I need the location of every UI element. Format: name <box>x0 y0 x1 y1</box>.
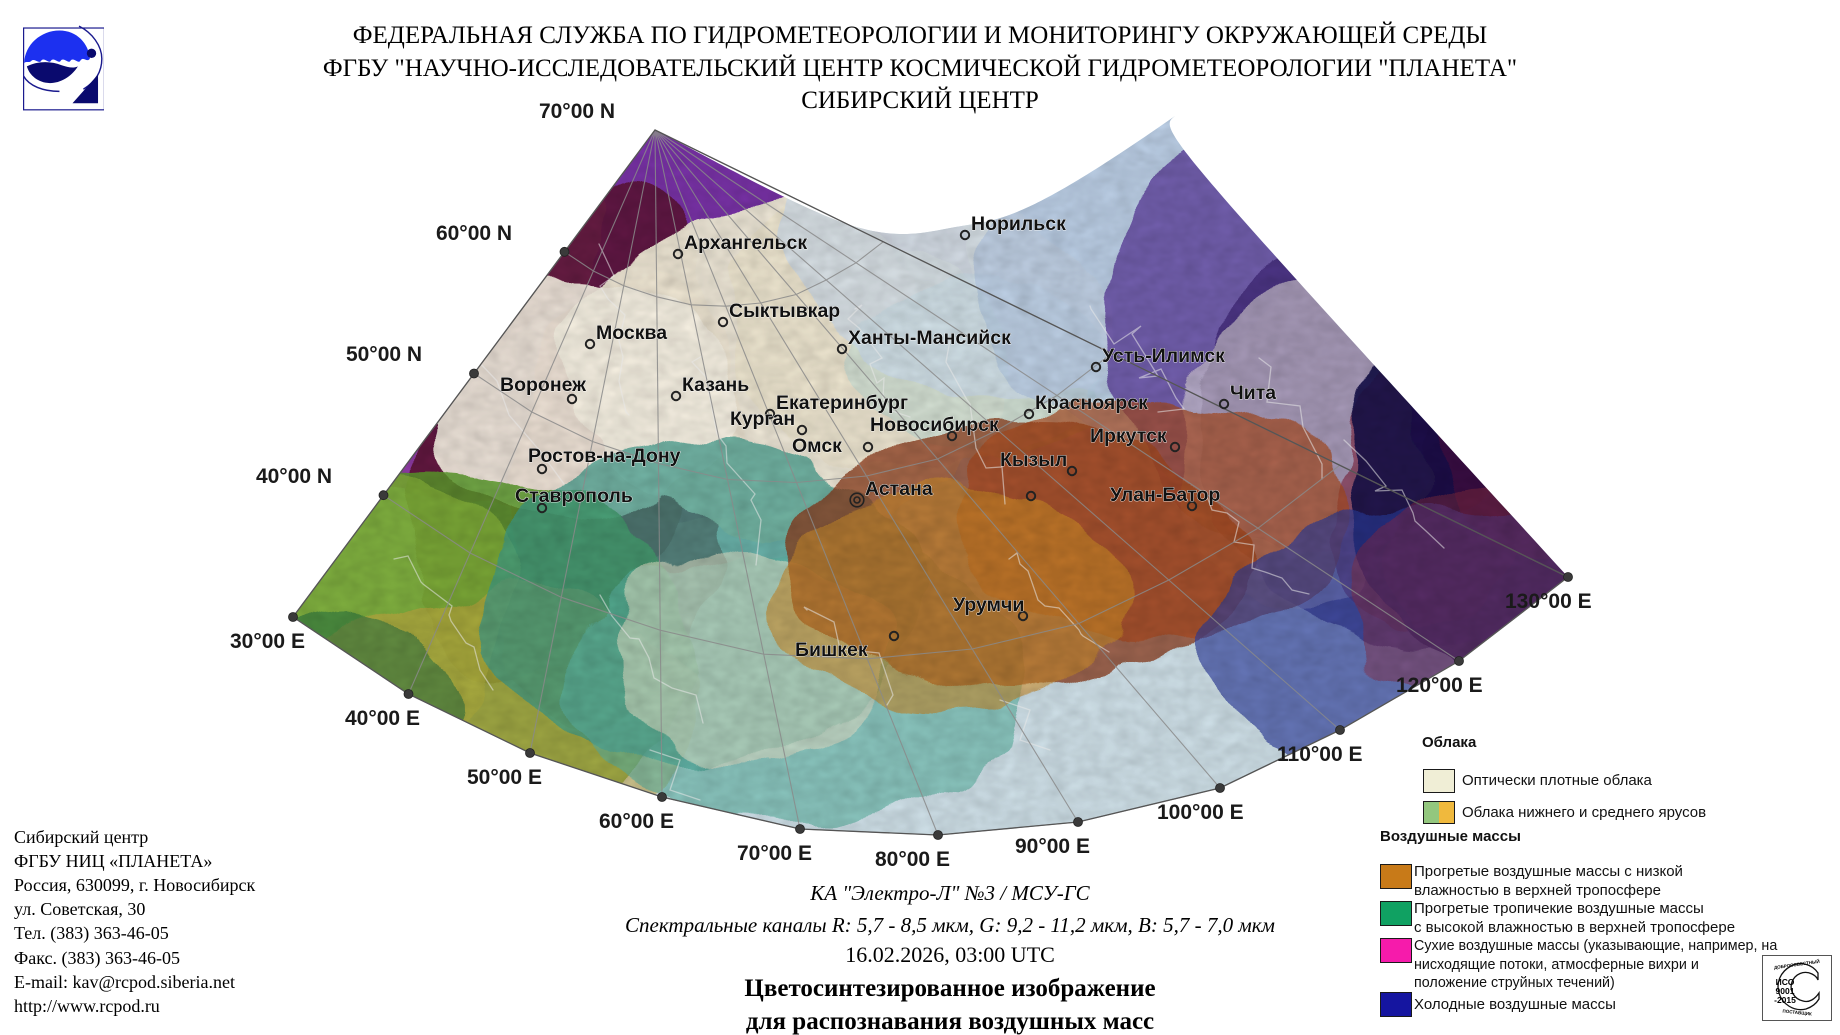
svg-text:-2015: -2015 <box>1774 995 1796 1005</box>
svg-text:ПОСТАВЩИК: ПОСТАВЩИК <box>1782 1008 1812 1016</box>
